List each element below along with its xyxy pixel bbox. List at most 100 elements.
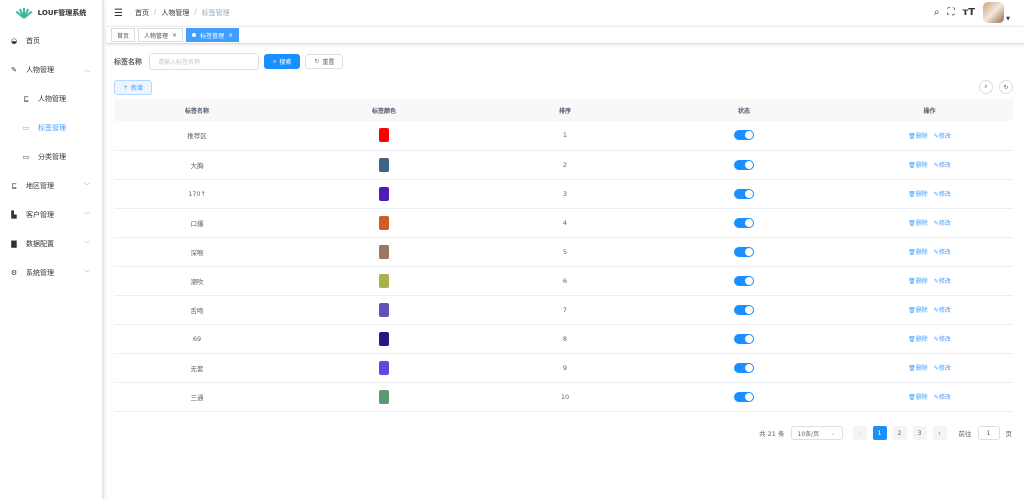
edit-button[interactable]: ✎修改 [934,394,951,401]
sidebar-item-system[interactable]: ⚙ 系统管理 ﹀ [0,258,102,287]
status-toggle[interactable] [734,304,754,315]
actions-cell: 🗑删除 ✎修改 [846,150,1013,180]
tab-people[interactable]: 人物管理 × [138,28,184,42]
logo[interactable]: LOUF管理系统 [0,0,102,26]
breadcrumb-item[interactable]: 首页 [134,9,149,17]
status-cell [642,382,846,412]
color-swatch [379,244,389,259]
delete-label: 删除 [915,365,928,372]
edit-label: 修改 [938,191,951,198]
color-swatch [379,331,389,346]
page-2[interactable]: 2 [892,426,907,440]
sidebar-item-region[interactable]: ⊑ 地区管理 ﹀ [0,171,102,200]
caret-down-icon[interactable]: ▼ [1006,15,1010,22]
search-button[interactable]: ⌕ 搜索 [264,54,301,69]
table-row: 无套 9 🗑删除 ✎修改 [114,353,1013,383]
sidebar-item-label: 地区管理 [26,181,54,190]
edit-button[interactable]: ✎修改 [934,191,951,198]
edit-label: 修改 [938,249,951,256]
page-size-select[interactable]: 10条/页 ⌄ [790,426,843,440]
page-3[interactable]: 3 [912,426,927,440]
menu-fold-icon[interactable]: ☰ [114,7,123,19]
delete-button[interactable]: 🗑删除 [908,307,928,314]
total-count: 共 21 条 [759,430,785,438]
breadcrumb-item: 标签管理 [201,9,230,17]
status-cell [642,266,846,296]
edit-icon: ✎ [933,132,939,140]
tag-name-input[interactable]: 请输入标签名称 [149,53,259,70]
actions-cell: 🗑删除 ✎修改 [846,179,1013,209]
edit-icon: ✎ [933,278,939,285]
delete-button[interactable]: 🗑删除 [908,220,928,227]
sidebar-item-people[interactable]: ✎ 人物管理 ︿ [0,55,102,84]
delete-button[interactable]: 🗑删除 [908,249,928,256]
search-icon[interactable]: ⌕ [933,7,940,18]
tag-sort: 6 [488,266,642,296]
delete-button[interactable]: 🗑删除 [908,336,928,343]
tab-tags[interactable]: 标签管理 × [186,28,240,42]
header: ☰ 首页 / 人物管理 / 标签管理 ⌕ ⛶ ᴛT ▼ [106,0,1024,26]
actions-cell: 🗑删除 ✎修改 [846,295,1013,325]
avatar[interactable] [983,2,1005,23]
status-cell [642,208,846,238]
fullscreen-icon[interactable]: ⛶ [947,7,955,18]
actions-cell: 🗑删除 ✎修改 [846,208,1013,238]
status-toggle[interactable] [734,333,754,344]
refresh-button[interactable]: ↻ [999,80,1013,94]
edit-button[interactable]: ✎修改 [934,365,951,372]
documents-icon: ▙ [11,210,17,219]
delete-button[interactable]: 🗑删除 [908,133,928,140]
toggle-search-button[interactable]: ⌕ [979,80,993,94]
tab-home[interactable]: 首页 [111,28,136,42]
breadcrumb-item[interactable]: 人物管理 [161,9,190,17]
close-icon[interactable]: × [172,31,178,39]
sidebar-item-category-manage[interactable]: ▭ 分类管理 [0,142,102,171]
delete-button[interactable]: 🗑删除 [908,162,928,169]
status-toggle[interactable] [734,188,754,199]
list-icon: ▭ [22,123,30,132]
tree-icon: ⊑ [11,181,17,190]
status-toggle[interactable] [734,217,754,228]
delete-button[interactable]: 🗑删除 [908,191,928,198]
table-row: 舌吻 7 🗑删除 ✎修改 [114,295,1013,325]
reset-button[interactable]: ↻ 重置 [305,54,344,69]
status-toggle[interactable] [734,362,754,373]
delete-button[interactable]: 🗑删除 [908,278,928,285]
status-toggle[interactable] [734,391,754,402]
close-icon[interactable]: × [228,31,234,39]
prev-page-button[interactable]: ‹ [852,426,867,440]
font-size-icon[interactable]: ᴛT [962,7,976,18]
status-toggle[interactable] [734,130,754,141]
tag-name: 170↑ [114,179,280,209]
sidebar-item-data-config[interactable]: ▇ 数据配置 ﹀ [0,229,102,258]
edit-button[interactable]: ✎修改 [934,307,951,314]
sidebar-item-people-manage[interactable]: ⊑ 人物管理 [0,84,102,113]
next-page-button[interactable]: › [932,426,947,440]
edit-button[interactable]: ✎修改 [934,249,951,256]
edit-button[interactable]: ✎修改 [934,336,951,343]
delete-button[interactable]: 🗑删除 [908,365,928,372]
button-label: 搜索 [279,59,292,66]
chevron-down-icon: ﹀ [83,270,90,277]
delete-button[interactable]: 🗑删除 [908,394,928,401]
actions-cell: 🗑删除 ✎修改 [846,382,1013,412]
edit-button[interactable]: ✎修改 [934,162,951,169]
page-1[interactable]: 1 [872,426,887,440]
status-toggle[interactable] [734,275,754,286]
chevron-down-icon: ⌄ [830,429,836,437]
sidebar-item-tag-manage[interactable]: ▭ 标签管理 [0,113,102,142]
tag-sort: 1 [488,121,642,151]
status-toggle[interactable] [734,159,754,170]
goto-page-input[interactable]: 1 [977,426,1000,440]
delete-label: 删除 [915,336,928,343]
edit-button[interactable]: ✎修改 [934,220,951,227]
sidebar-item-home[interactable]: ◒ 首页 [0,26,102,55]
sidebar-item-customer[interactable]: ▙ 客户管理 ﹀ [0,200,102,229]
edit-button[interactable]: ✎修改 [934,133,951,140]
edit-button[interactable]: ✎修改 [934,278,951,285]
sidebar: LOUF管理系统 ◒ 首页 ✎ 人物管理 ︿ ⊑ 人物管理 ▭ 标签管理 ▭ 分类管理 ⊑ 地… [0,0,104,499]
edit-label: 修改 [938,394,951,401]
status-toggle[interactable] [734,246,754,257]
add-button[interactable]: + 新增 [114,80,153,95]
column-header: 标签颜色 [280,99,488,121]
